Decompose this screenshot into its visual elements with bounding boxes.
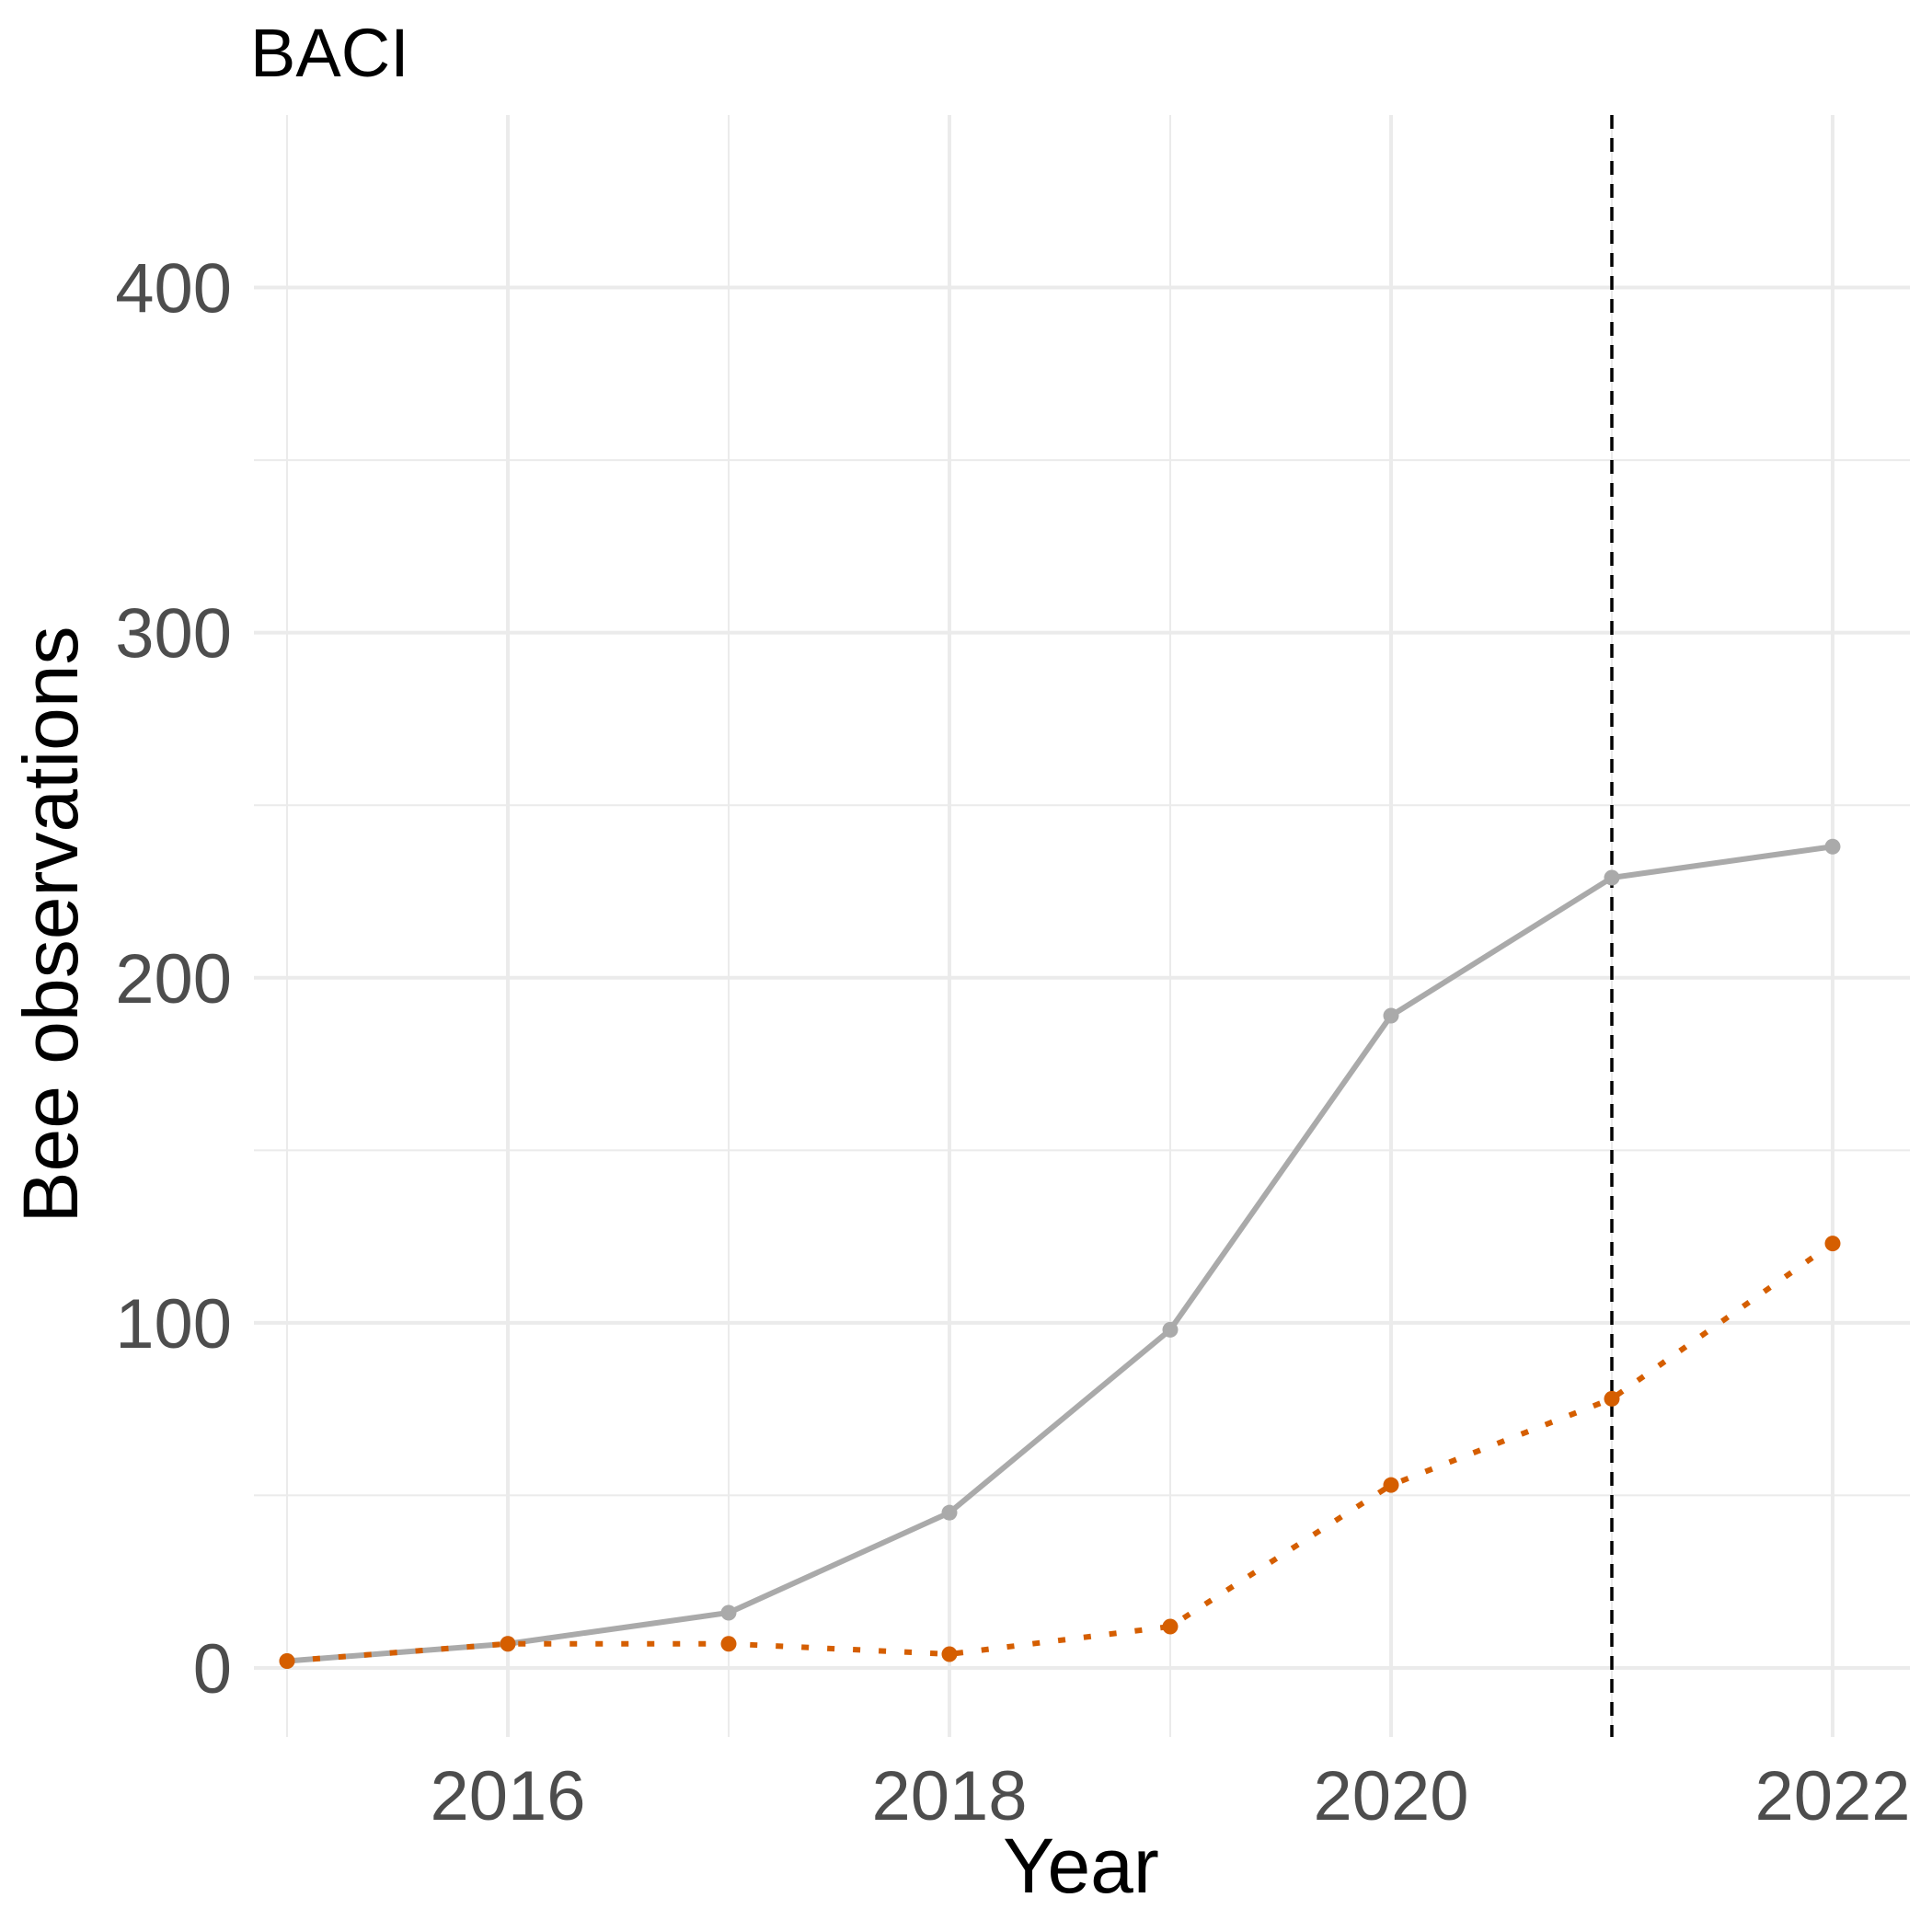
series-group (279, 838, 1841, 1669)
y-tick-label: 0 (193, 1630, 232, 1708)
series-2-point (1383, 1477, 1399, 1493)
series-1-point (941, 1504, 958, 1521)
y-tick-label: 100 (115, 1285, 232, 1363)
y-tick-labels: 0 100 200 300 400 (115, 250, 232, 1708)
series-2-point (1824, 1236, 1841, 1252)
x-tick-label: 2022 (1754, 1757, 1910, 1835)
x-tick-label: 2016 (430, 1757, 585, 1835)
series-2-point (500, 1636, 516, 1652)
series-1-point (1162, 1321, 1179, 1338)
series-2-point (279, 1652, 295, 1669)
x-tick-label: 2020 (1313, 1757, 1468, 1835)
series-1-point (1383, 1007, 1399, 1024)
y-tick-label: 400 (115, 250, 232, 328)
series-1-point (1824, 838, 1841, 855)
series-2-point (1604, 1390, 1620, 1407)
y-tick-label: 300 (115, 595, 232, 673)
gridlines (254, 115, 1910, 1737)
series-1-point (720, 1604, 737, 1621)
series-2-point (1162, 1618, 1179, 1635)
y-axis-title: Bee observations (7, 626, 94, 1223)
x-tick-label: 2018 (871, 1757, 1027, 1835)
series-2-line (286, 1241, 1834, 1664)
series-1-line (286, 844, 1834, 1664)
chart-title: BACI (250, 15, 409, 91)
series-2-point (720, 1636, 737, 1652)
x-axis-title: Year (1003, 1823, 1159, 1909)
series-2-point (941, 1646, 958, 1662)
y-tick-label: 200 (115, 940, 232, 1018)
x-tick-labels: 2016 2018 2020 2022 (430, 1757, 1910, 1835)
series-1-point (1604, 869, 1620, 886)
